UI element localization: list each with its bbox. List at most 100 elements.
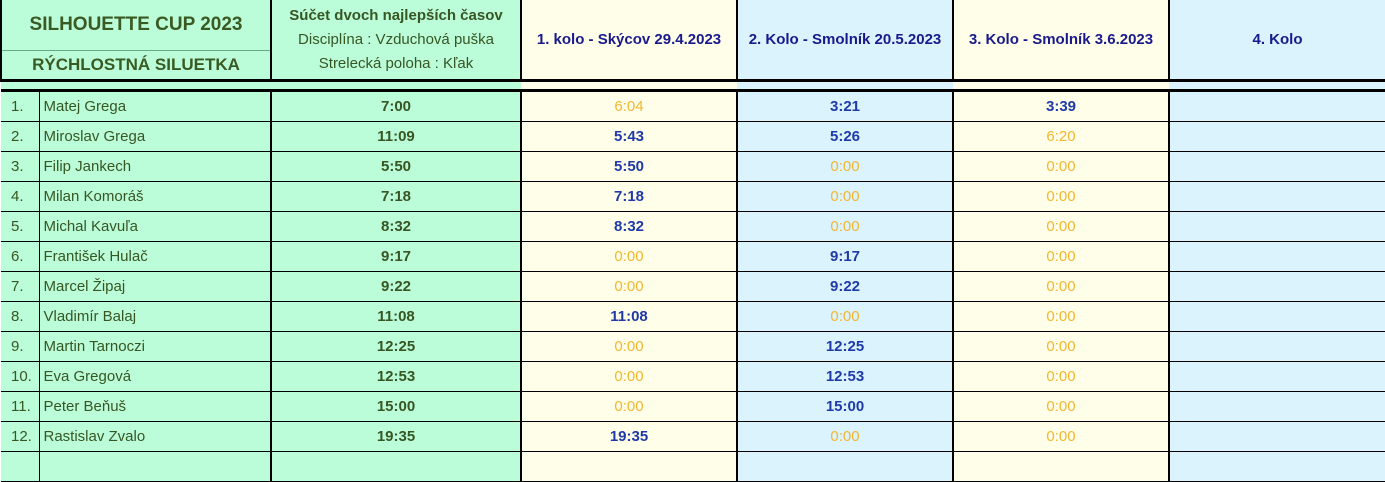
round-2-time: 0:00: [737, 181, 954, 212]
round-3-time: 0:00: [953, 151, 1170, 182]
competitor-name: Eva Gregová: [39, 361, 272, 392]
rank: 1.: [1, 90, 40, 122]
round-4-time: [1169, 181, 1385, 212]
rank: 3.: [1, 151, 40, 182]
table-row: 3. Filip Jankech 5:50 5:50 0:00 0:00: [1, 151, 1385, 182]
rank: 11.: [1, 391, 40, 422]
round-2-time: 0:00: [737, 301, 954, 332]
round-3-time: 0:00: [953, 211, 1170, 242]
round-1-time: 0:00: [521, 391, 738, 422]
round-4-time: [1169, 391, 1385, 422]
total-time: 19:35: [271, 421, 522, 452]
round-2-time: [737, 451, 954, 482]
round-2-time: 9:22: [737, 271, 954, 302]
round-2-time: 3:21: [737, 90, 954, 122]
table-row: 4. Milan Komoráš 7:18 7:18 0:00 0:00: [1, 181, 1385, 212]
discipline-subtitle: RÝCHLOSTNÁ SILUETKA: [0, 50, 272, 81]
round-1-time: 11:08: [521, 301, 738, 332]
round-4-time: [1169, 121, 1385, 152]
round-1-header: 1. kolo - Skýcov 29.4.2023: [520, 0, 738, 81]
discipline-label: Disciplína : Vzduchová puška: [298, 30, 494, 48]
rank: [1, 451, 40, 482]
table-row: 12. Rastislav Zvalo 19:35 19:35 0:00 0:00: [1, 421, 1385, 452]
round-4-header: 4. Kolo: [1168, 0, 1385, 81]
round-1-time: 7:18: [521, 181, 738, 212]
table-row: 5. Michal Kavuľa 8:32 8:32 0:00 0:00: [1, 211, 1385, 242]
round-1-time: 0:00: [521, 241, 738, 272]
competitor-name: Peter Beňuš: [39, 391, 272, 422]
total-time: 5:50: [271, 151, 522, 182]
rank: 4.: [1, 181, 40, 212]
rank: 10.: [1, 361, 40, 392]
rank: 8.: [1, 301, 40, 332]
rank: 5.: [1, 211, 40, 242]
round-3-time: 6:20: [953, 121, 1170, 152]
total-time: 8:32: [271, 211, 522, 242]
round-3-time: 0:00: [953, 391, 1170, 422]
total-time: 9:22: [271, 271, 522, 302]
position-label: Strelecká poloha : Kľak: [318, 54, 474, 72]
total-time: 11:08: [271, 301, 522, 332]
round-1-time: 0:00: [521, 331, 738, 362]
round-4-time: [1169, 241, 1385, 272]
round-3-time: 0:00: [953, 301, 1170, 332]
round-3-time: [953, 451, 1170, 482]
round-2-time: 12:25: [737, 331, 954, 362]
competitor-name: Michal Kavuľa: [39, 211, 272, 242]
round-3-time: 3:39: [953, 90, 1170, 122]
round-3-time: 0:00: [953, 361, 1170, 392]
round-1-time: 6:04: [521, 90, 738, 122]
competitor-name: Rastislav Zvalo: [39, 421, 272, 452]
round-3-time: 0:00: [953, 241, 1170, 272]
round-2-time: 0:00: [737, 151, 954, 182]
round-3-time: 0:00: [953, 331, 1170, 362]
summary-title: Súčet dvoch najlepších časov: [289, 6, 503, 24]
total-time: 11:09: [271, 121, 522, 152]
rank: 6.: [1, 241, 40, 272]
competitor-name: Miroslav Grega: [39, 121, 272, 152]
competitor-name: Vladimír Balaj: [39, 301, 272, 332]
table-row: 11. Peter Beňuš 15:00 0:00 15:00 0:00: [1, 391, 1385, 422]
round-2-time: 0:00: [737, 421, 954, 452]
round-4-time: [1169, 271, 1385, 302]
total-time: 9:17: [271, 241, 522, 272]
total-time: 7:00: [271, 90, 522, 122]
competitor-name: Martin Tarnoczi: [39, 331, 272, 362]
round-1-time: 19:35: [521, 421, 738, 452]
round-4-time: [1169, 301, 1385, 332]
table-row: 2. Miroslav Grega 11:09 5:43 5:26 6:20: [1, 121, 1385, 152]
round-2-time: 12:53: [737, 361, 954, 392]
rank: 2.: [1, 121, 40, 152]
round-4-time: [1169, 361, 1385, 392]
round-3-header: 3. Kolo - Smolník 3.6.2023: [952, 0, 1170, 81]
competitor-name: Milan Komoráš: [39, 181, 272, 212]
rank: 7.: [1, 271, 40, 302]
round-2-time: 15:00: [737, 391, 954, 422]
round-4-time: [1169, 90, 1385, 122]
competitor-name: Marcel Žipaj: [39, 271, 272, 302]
round-4-time: [1169, 421, 1385, 452]
round-4-time: [1169, 151, 1385, 182]
round-4-time: [1169, 211, 1385, 242]
total-time: 15:00: [271, 391, 522, 422]
summary-info: Súčet dvoch najlepších časov Disciplína …: [270, 0, 522, 81]
round-2-time: 0:00: [737, 211, 954, 242]
total-time: 7:18: [271, 181, 522, 212]
round-2-header: 2. Kolo - Smolník 20.5.2023: [736, 0, 954, 81]
table-row: 1. Matej Grega 7:00 6:04 3:21 3:39: [1, 90, 1385, 122]
table-row: 6. František Hulač 9:17 0:00 9:17 0:00: [1, 241, 1385, 272]
round-1-time: 5:43: [521, 121, 738, 152]
competitor-name: Matej Grega: [39, 90, 272, 122]
round-1-time: 0:00: [521, 271, 738, 302]
table-row: 7. Marcel Žipaj 9:22 0:00 9:22 0:00: [1, 271, 1385, 302]
round-4-time: [1169, 451, 1385, 482]
round-4-time: [1169, 331, 1385, 362]
table-row: [1, 451, 1385, 482]
rank: 9.: [1, 331, 40, 362]
competitor-name: [39, 451, 272, 482]
round-3-time: 0:00: [953, 271, 1170, 302]
table-row: 9. Martin Tarnoczi 12:25 0:00 12:25 0:00: [1, 331, 1385, 362]
round-3-time: 0:00: [953, 421, 1170, 452]
total-time: [271, 451, 522, 482]
